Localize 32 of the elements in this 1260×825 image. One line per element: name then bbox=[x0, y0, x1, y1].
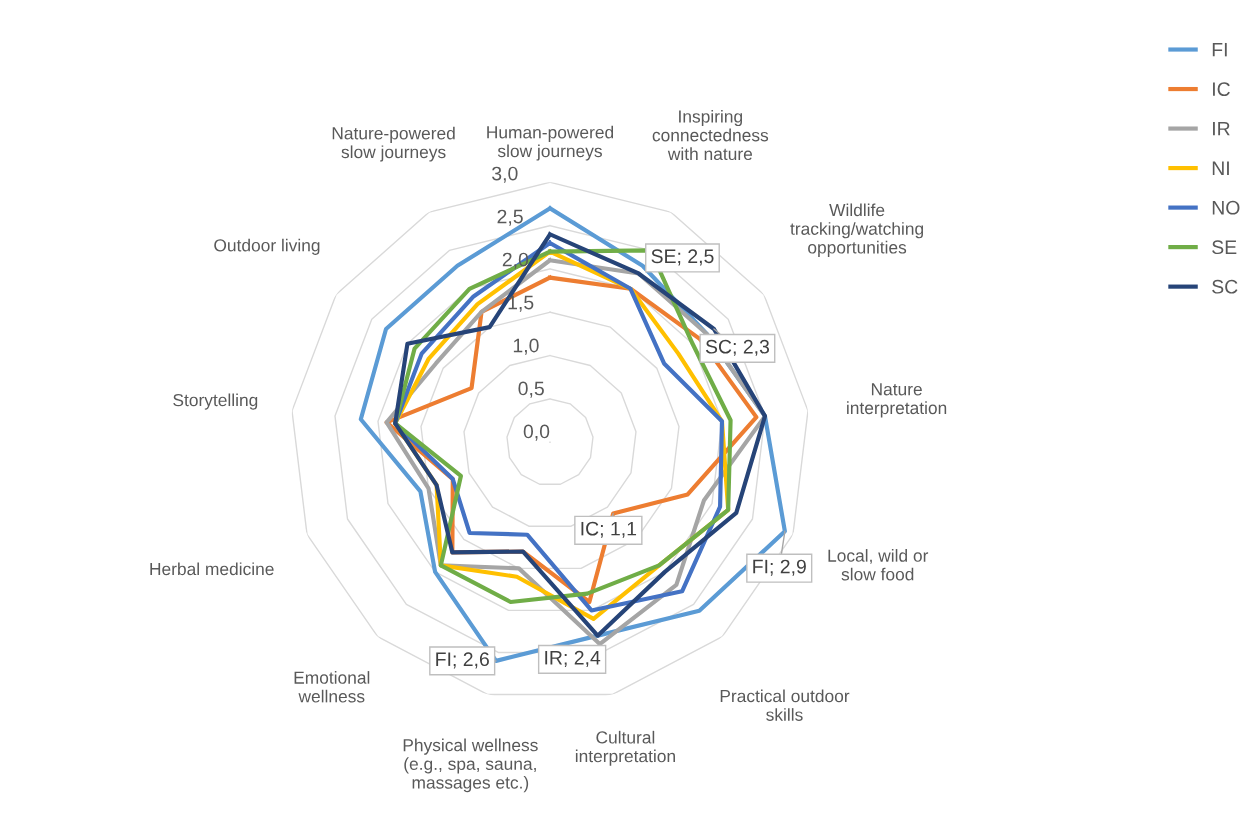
spoke-label: Storytelling bbox=[173, 393, 258, 410]
legend-label: IR bbox=[1213, 121, 1230, 136]
data-label: FI; 2,9 bbox=[753, 559, 806, 576]
legend-label: NO bbox=[1212, 200, 1240, 215]
y-tick-label: 0,5 bbox=[518, 381, 544, 398]
spoke-label: Practical outdoor skills bbox=[720, 689, 850, 721]
data-label: SC; 2,3 bbox=[705, 339, 770, 356]
y-tick-label: 1,5 bbox=[508, 295, 534, 312]
data-label: FI; 2,6 bbox=[436, 652, 489, 669]
spoke-label: Nature interpretation bbox=[847, 383, 947, 418]
legend-label: SC bbox=[1212, 279, 1238, 294]
legend-label: NI bbox=[1212, 161, 1229, 175]
y-tick-label: 0,0 bbox=[523, 424, 550, 441]
data-label: IR; 2,4 bbox=[545, 650, 601, 667]
spoke-label: Wildlife tracking/watching opportunities bbox=[790, 203, 924, 258]
spoke-label: Local, wild or slow food bbox=[828, 549, 929, 581]
legend-label: SE bbox=[1212, 240, 1237, 255]
spoke-label: Herbal medicine bbox=[150, 562, 274, 576]
data-label: IC; 1,1 bbox=[581, 521, 637, 538]
data-label: SE; 2,5 bbox=[651, 249, 714, 266]
y-tick-label: 3,0 bbox=[492, 166, 518, 183]
spoke-label: Human-powered slow journeys bbox=[487, 125, 614, 161]
spoke-label: Nature-powered slow journeys bbox=[332, 126, 455, 162]
y-tick-label: 2,5 bbox=[497, 209, 523, 226]
spoke-label: Cultural interpretation bbox=[575, 730, 675, 766]
y-tick-label: 1,0 bbox=[513, 338, 539, 355]
spoke-label: Outdoor living bbox=[214, 238, 320, 255]
legend-label: IC bbox=[1213, 82, 1230, 97]
spoke-label: Emotional wellness bbox=[294, 671, 370, 703]
spoke-label: Inspiring connectedness with nature bbox=[652, 109, 769, 161]
legend-label: FI bbox=[1212, 42, 1227, 57]
spoke-label: Physical wellness (e.g., spa, sauna, massages etc.) bbox=[403, 738, 538, 793]
